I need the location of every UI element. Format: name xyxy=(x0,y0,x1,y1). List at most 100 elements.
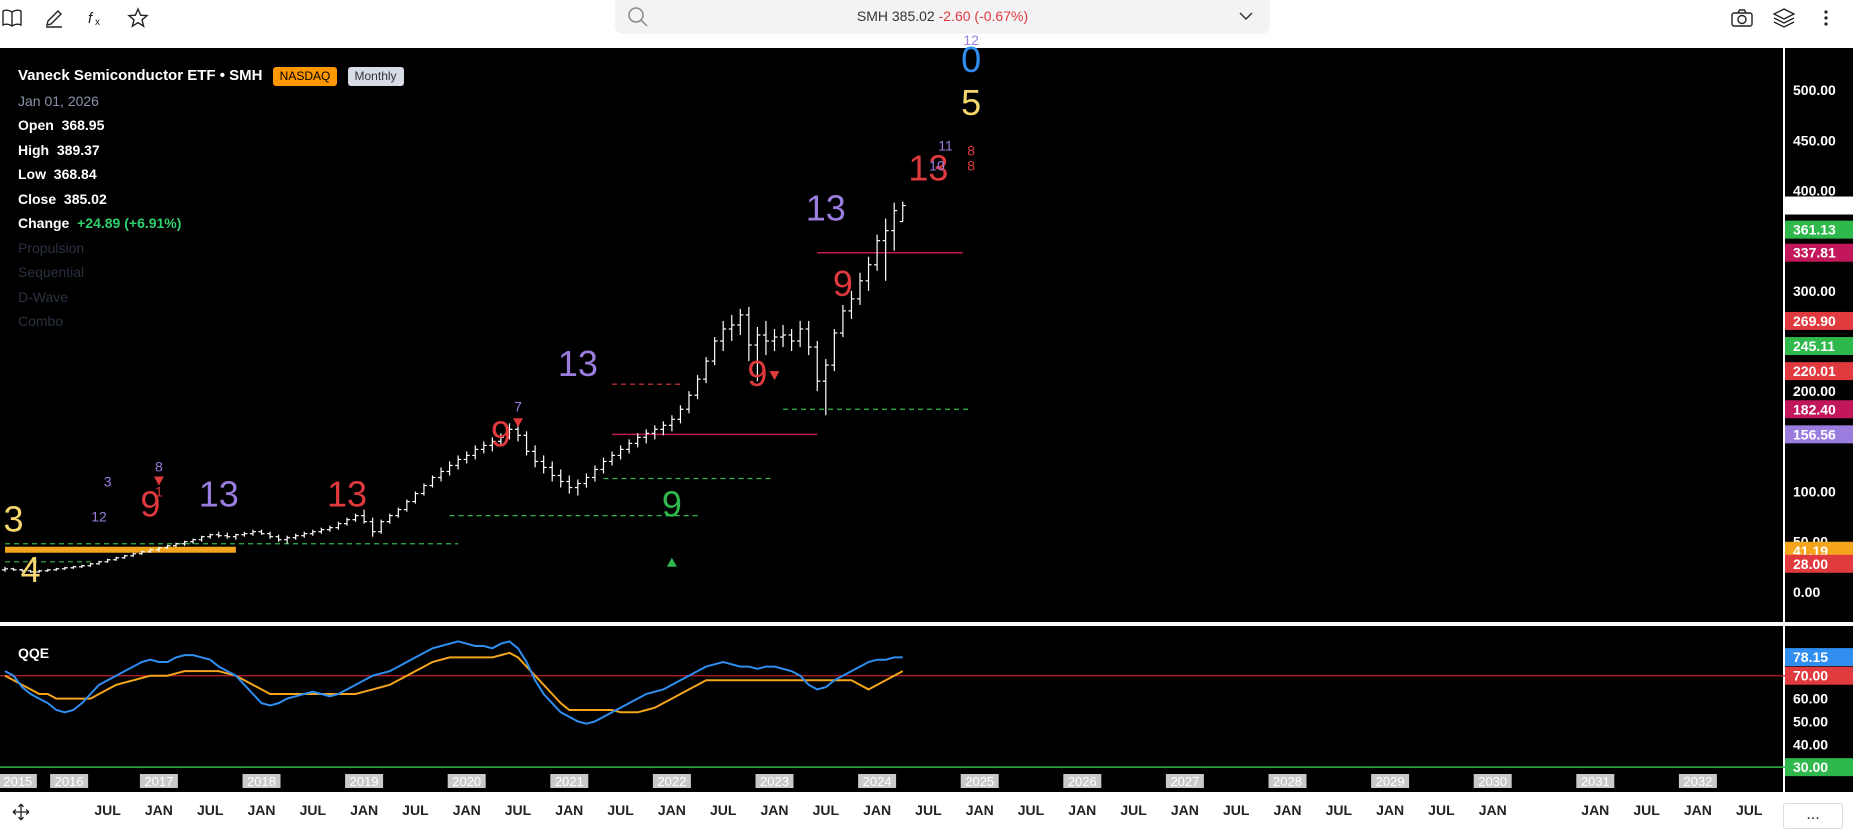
ohlc-bar xyxy=(301,531,308,538)
ohlc-bar xyxy=(438,467,445,482)
interval-badge[interactable]: Monthly xyxy=(347,66,404,86)
year-label: 2028 xyxy=(1268,774,1307,789)
time-tick-label: JAN xyxy=(1479,802,1507,818)
ohlc-bar xyxy=(805,320,812,356)
ohlc-bar xyxy=(70,565,77,569)
price-tag-label: 28.00 xyxy=(1793,556,1828,572)
time-tick-label: JAN xyxy=(863,802,891,818)
qqe-tick-label: 40.00 xyxy=(1793,736,1828,752)
sequence-count: 10 xyxy=(929,157,945,173)
year-label-text: 2016 xyxy=(55,774,84,789)
open-value: 368.95 xyxy=(61,117,105,133)
time-tick-label: JUL xyxy=(1018,802,1045,818)
ohlc-bar xyxy=(728,314,735,342)
ohlc-bar xyxy=(754,326,761,382)
year-label-bg xyxy=(139,774,178,788)
time-tick-label: JUL xyxy=(1223,802,1250,818)
symbol-search[interactable]: SMH 385.02 -2.60 (-0.67%) xyxy=(615,0,1270,34)
ohlc-bar xyxy=(480,441,487,454)
indicator-sequential[interactable]: Sequential xyxy=(18,264,85,280)
more-button[interactable]: ... xyxy=(1783,803,1843,829)
ohlc-bar xyxy=(96,560,103,565)
year-label-text: 2015 xyxy=(3,774,32,789)
year-label-bg xyxy=(447,774,486,788)
qqe-level-tag xyxy=(1785,666,1853,685)
sequence-count: 13 xyxy=(199,474,239,515)
qqe-fast-line xyxy=(4,640,903,725)
ohlc-bar xyxy=(822,359,829,416)
indicator-combo[interactable]: Combo xyxy=(18,313,64,329)
indicator-d-wave[interactable]: D-Wave xyxy=(18,288,69,305)
sequence-count: 7 xyxy=(514,398,522,414)
chevron-down-icon[interactable] xyxy=(1236,6,1256,26)
year-label-text: 2017 xyxy=(144,774,173,789)
change-value: +24.89 (+6.91%) xyxy=(77,215,182,231)
time-tick-label: JUL xyxy=(813,802,840,818)
book-icon[interactable] xyxy=(0,6,24,30)
star-icon[interactable] xyxy=(126,6,150,30)
price-tag-bg xyxy=(1785,220,1853,239)
year-label: 2020 xyxy=(447,774,486,789)
year-label-bg xyxy=(1371,774,1410,788)
ohlc-bar xyxy=(771,328,778,352)
year-label-bg xyxy=(1165,774,1204,788)
low-value: 368.84 xyxy=(53,166,97,182)
ohlc-bar xyxy=(344,517,350,526)
legend-change: Change +24.89 (+6.91%) xyxy=(18,211,404,236)
year-label-bg xyxy=(345,774,384,788)
last-price-marker xyxy=(1785,196,1853,215)
ohlc-bar xyxy=(523,431,530,456)
sell-arrow-icon xyxy=(513,418,523,428)
ohlc-bar xyxy=(797,320,804,348)
ohlc-bar xyxy=(2,566,8,572)
move-icon[interactable] xyxy=(6,803,36,827)
ohlc-bar xyxy=(865,256,872,291)
time-tick-label: JUL xyxy=(1326,802,1353,818)
price-tick-label: 400.00 xyxy=(1793,182,1836,198)
ohlc-bar xyxy=(173,542,179,547)
time-tick-label: JUL xyxy=(915,802,942,818)
ohlc-bar xyxy=(44,568,51,572)
time-tick-label: JAN xyxy=(966,802,994,818)
svg-text:x: x xyxy=(95,17,100,28)
more-vertical-icon[interactable] xyxy=(1814,6,1838,30)
price-tag-label: 269.90 xyxy=(1793,313,1836,329)
sell-arrow-icon xyxy=(769,371,780,381)
ohlc-bar xyxy=(403,499,410,512)
ohlc-bar xyxy=(429,475,436,488)
ohlc-bar xyxy=(164,544,171,549)
ohlc-bar xyxy=(677,405,684,424)
layers-icon[interactable] xyxy=(1772,6,1796,30)
ohlc-bar xyxy=(36,569,43,573)
qqe-slow-line xyxy=(4,651,904,714)
ohlc-bar xyxy=(378,519,385,534)
ohlc-bar xyxy=(275,534,282,542)
high-label: High xyxy=(18,141,50,158)
ohlc-bar xyxy=(369,517,376,537)
sequence-count: 1 xyxy=(155,484,163,500)
camera-icon[interactable] xyxy=(1730,6,1754,30)
year-label-text: 2031 xyxy=(1581,774,1610,789)
ohlc-bar xyxy=(181,540,188,546)
pencil-icon[interactable] xyxy=(42,6,66,30)
price-tag-label: 245.11 xyxy=(1793,338,1835,354)
price-tag: 269.90 xyxy=(1785,311,1853,330)
ohlc-bar xyxy=(711,337,718,366)
symbol-change-pct: (-0.67%) xyxy=(974,8,1029,24)
ohlc-bar xyxy=(420,483,427,496)
ohlc-bar xyxy=(737,308,744,335)
ohlc-bar xyxy=(309,529,316,536)
indicator-propulsion[interactable]: Propulsion xyxy=(18,239,85,256)
year-label: 2030 xyxy=(1473,774,1512,789)
year-label-bg xyxy=(1678,774,1717,788)
chart-area[interactable] xyxy=(0,48,1853,835)
instrument-name: Vaneck Semiconductor ETF • SMH xyxy=(18,67,263,84)
time-tick-label: JUL xyxy=(1120,802,1147,818)
ohlc-bar xyxy=(899,201,906,223)
price-tag: 28.00 xyxy=(1785,554,1853,573)
price-tag-label: 156.56 xyxy=(1793,426,1836,442)
ohlc-bar xyxy=(497,433,504,446)
ohlc-bar xyxy=(574,479,581,496)
